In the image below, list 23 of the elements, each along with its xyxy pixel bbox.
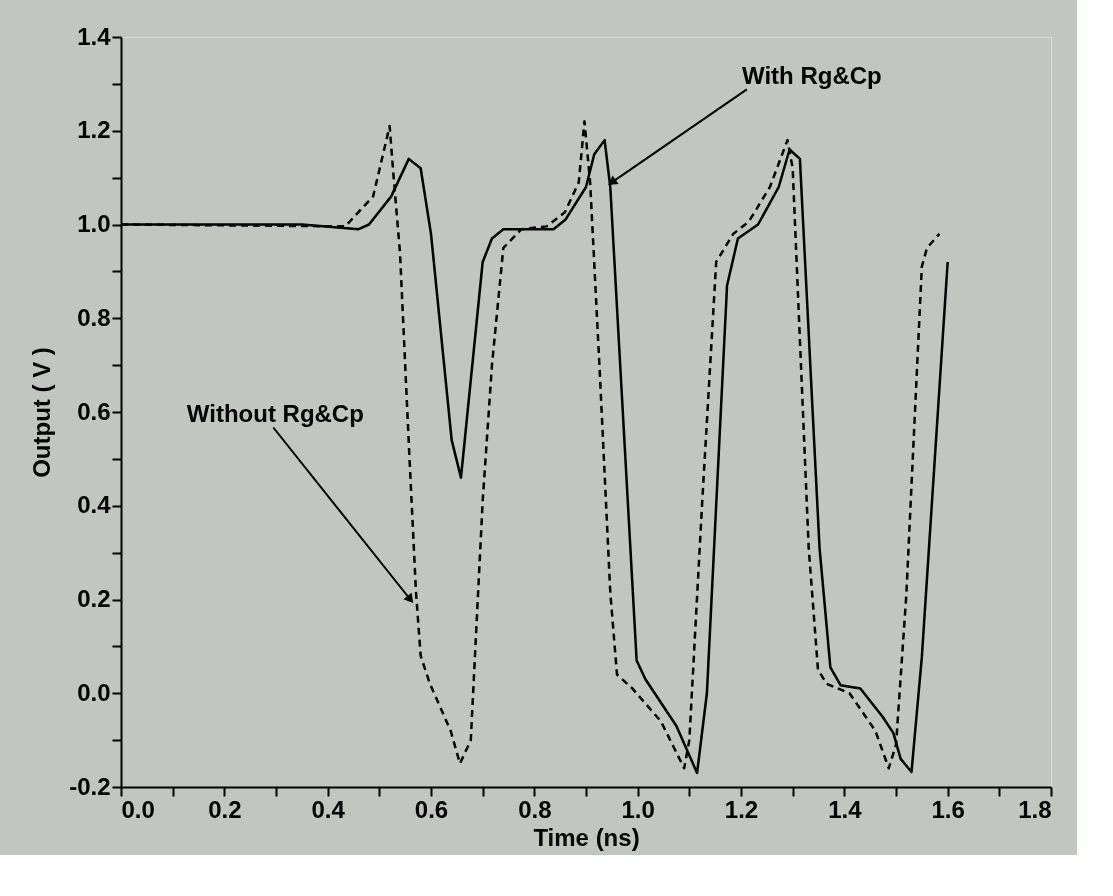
- annotation: Without Rg&Cp: [186, 399, 364, 427]
- x-tick-label: 1.4: [828, 795, 863, 823]
- y-tick-label: 0.8: [77, 303, 111, 331]
- y-tick-label: 1.0: [77, 210, 111, 237]
- x-tick-label: 0.6: [414, 795, 449, 823]
- x-tick-label: 0.2: [208, 795, 242, 823]
- x-tick-label: 0.0: [121, 795, 155, 823]
- x-axis-title: Time (ns): [533, 823, 640, 851]
- annotation: With Rg&Cp: [741, 62, 882, 90]
- y-axis-title: Output ( V ): [28, 347, 56, 478]
- y-tick-label: 1.2: [77, 116, 111, 144]
- y-tick-label: 0.4: [77, 491, 112, 519]
- x-tick-label: 1.6: [931, 795, 965, 823]
- x-tick-label: 1.0: [621, 795, 655, 823]
- y-tick-label: 0.6: [77, 397, 111, 425]
- x-tick-label: 1.2: [724, 795, 759, 823]
- x-tick-label: 1.8: [1018, 795, 1052, 823]
- x-tick-label: 0.4: [311, 795, 346, 823]
- y-tick-label: 0.2: [77, 585, 111, 612]
- x-tick-label: 0.8: [518, 795, 552, 823]
- y-tick-label: 0.0: [77, 678, 111, 706]
- y-tick-label: 1.4: [77, 22, 112, 50]
- y-tick-label: -0.2: [69, 772, 111, 800]
